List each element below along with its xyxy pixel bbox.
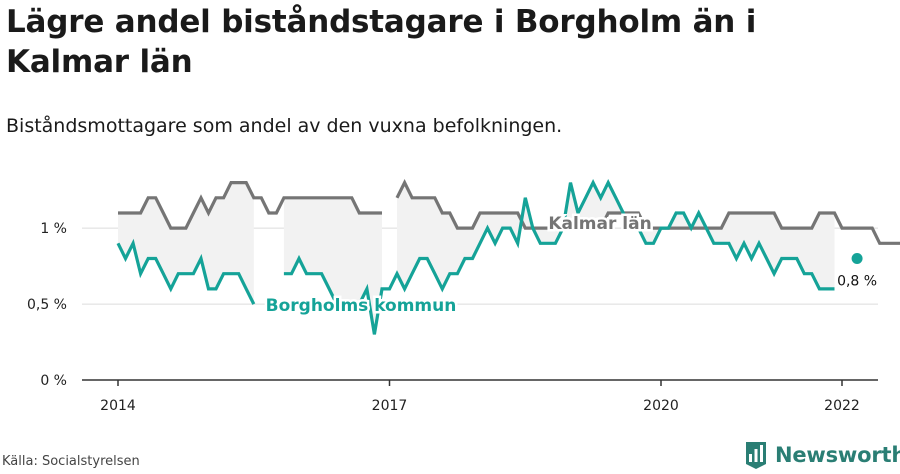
series-label-borgholm: Borgholms kommun: [266, 296, 457, 316]
y-axis-labels: 0 % 0,5 % 1 %: [27, 221, 67, 389]
x-tick-label: 2017: [372, 398, 408, 414]
y-tick-label: 0 %: [40, 373, 67, 389]
brand-name: Newsworthy: [775, 443, 900, 467]
gap-band-area: [118, 182, 254, 305]
bar-chart-logo-icon: [746, 442, 766, 469]
chart-subtitle: Biståndsmottagare som andel av den vuxna…: [6, 115, 563, 137]
source-note: Källa: Socialstyrelsen: [2, 454, 140, 469]
x-axis: 2014 2017 2020 2022: [82, 379, 878, 414]
x-tick-label: 2020: [643, 398, 679, 414]
series-label-kalmar: Kalmar län: [548, 214, 651, 234]
gap-band: [118, 182, 835, 335]
brand-logo: Newsworthy: [744, 440, 900, 470]
end-marker-1: [851, 253, 863, 265]
x-tick-label: 2014: [100, 398, 136, 414]
gap-band-area: [283, 197, 382, 335]
chart-title: Lägre andel biståndstagare i Borgholm än…: [6, 4, 757, 80]
series-lines: [118, 183, 900, 335]
gap-band-area: [397, 182, 835, 289]
x-tick-label: 2022: [824, 398, 860, 414]
y-tick-label: 0,5 %: [27, 297, 67, 313]
y-tick-label: 1 %: [40, 221, 67, 237]
end-value-label-1: 0,8 %: [837, 274, 877, 290]
